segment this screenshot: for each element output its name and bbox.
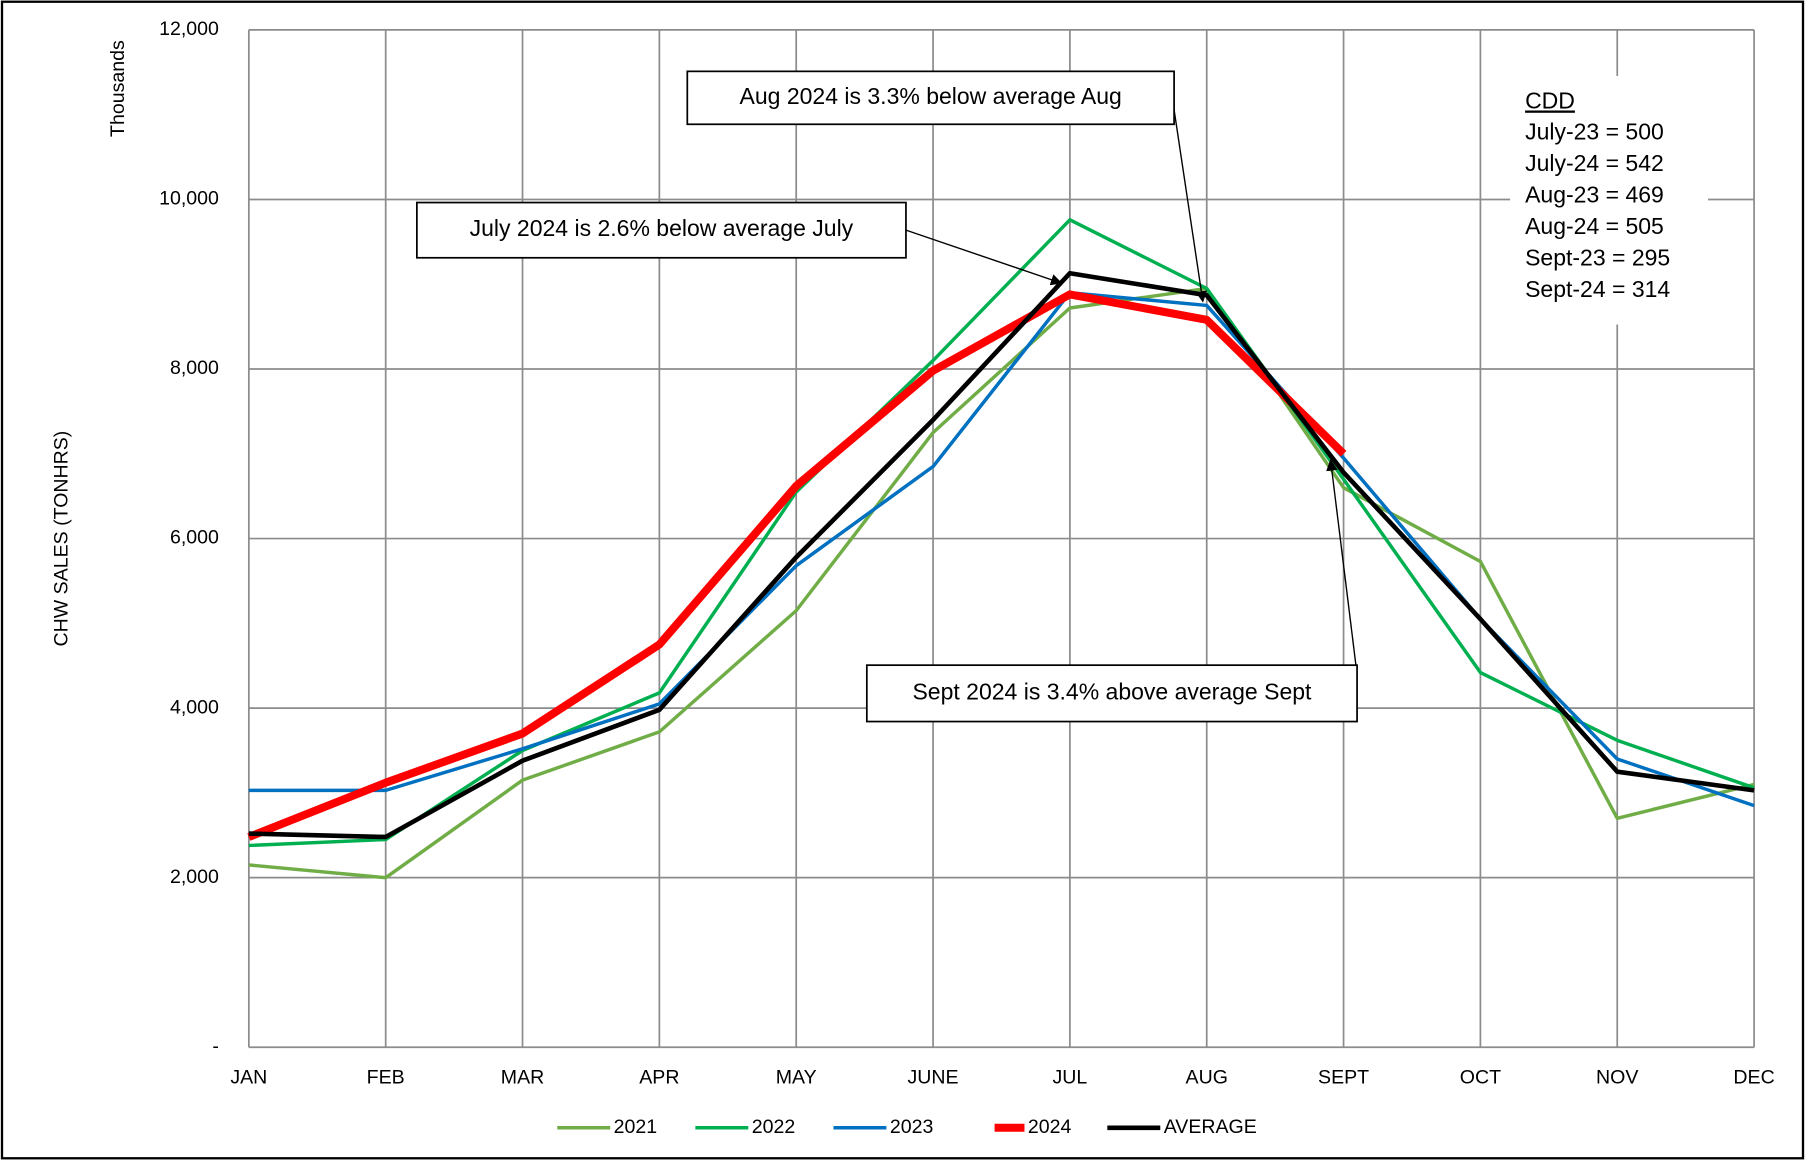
x-tick-label: DEC xyxy=(1733,1066,1774,1088)
legend-label: 2021 xyxy=(614,1116,657,1138)
x-tick-label: APR xyxy=(639,1066,679,1088)
x-tick-label: MAR xyxy=(501,1066,544,1088)
annotations: Aug 2024 is 3.3% below average Aug July 2… xyxy=(416,70,1670,723)
annotation-box xyxy=(416,201,907,259)
series-line xyxy=(248,286,1755,880)
annotation-box xyxy=(865,664,1358,723)
legend: 2021 2022 2023 2024 AVERAGE xyxy=(557,1116,1257,1138)
annotation-arrow xyxy=(1171,94,1208,303)
y-unit-label: Thousands xyxy=(107,40,129,137)
cdd-item: July-24 = 542 xyxy=(1525,150,1664,176)
y-axis-label: CHW SALES (TONHRS) xyxy=(51,431,73,647)
y-tick-label: 6,000 xyxy=(170,527,219,549)
annotation-arrow xyxy=(905,229,1063,286)
cdd-title: CDD xyxy=(1525,87,1575,113)
annotation-arrow xyxy=(1326,459,1357,666)
x-tick-label: JUL xyxy=(1053,1066,1088,1088)
y-tick-label: - xyxy=(212,1035,219,1057)
x-tick-label: MAY xyxy=(776,1066,817,1088)
annotation-box xyxy=(686,70,1175,126)
annotation-text: July 2024 is 2.6% below average July xyxy=(470,215,854,241)
series-line xyxy=(247,290,1347,841)
x-tick-label: JUNE xyxy=(908,1066,959,1088)
grid: - 2,000 4,000 6,000 8,000 10,000 12,000 JAN FEB M… xyxy=(159,18,1775,1088)
x-tick-label: NOV xyxy=(1596,1066,1638,1088)
plot xyxy=(247,218,1755,880)
cdd-background xyxy=(1510,75,1709,325)
y-tick-label: 10,000 xyxy=(159,188,219,210)
legend-label: AVERAGE xyxy=(1164,1116,1257,1138)
x-tick-label: JAN xyxy=(230,1066,267,1088)
x-tick-label: FEB xyxy=(367,1066,405,1088)
y-tick-label: 4,000 xyxy=(170,696,219,718)
series-line xyxy=(248,218,1755,848)
annotation-text: Aug 2024 is 3.3% below average Aug xyxy=(740,83,1122,109)
legend-label: 2024 xyxy=(1028,1116,1072,1138)
cdd-item: Sept-24 = 314 xyxy=(1525,276,1670,302)
y-tick-label: 2,000 xyxy=(170,866,219,888)
series-line xyxy=(248,270,1755,840)
x-tick-label: OCT xyxy=(1460,1066,1501,1088)
cdd-item: Aug-23 = 469 xyxy=(1525,182,1664,208)
legend-label: 2023 xyxy=(890,1116,934,1138)
annotation-text: Sept 2024 is 3.4% above average Sept xyxy=(912,678,1312,704)
y-tick-label: 12,000 xyxy=(159,18,219,40)
cdd-item: Sept-23 = 295 xyxy=(1525,245,1670,271)
legend-label: 2022 xyxy=(752,1116,795,1138)
cdd-item: Aug-24 = 505 xyxy=(1525,213,1664,239)
x-tick-label: AUG xyxy=(1186,1066,1228,1088)
x-tick-label: SEPT xyxy=(1318,1066,1369,1088)
y-tick-label: 8,000 xyxy=(170,357,219,379)
cdd-item: July-23 = 500 xyxy=(1525,119,1664,145)
